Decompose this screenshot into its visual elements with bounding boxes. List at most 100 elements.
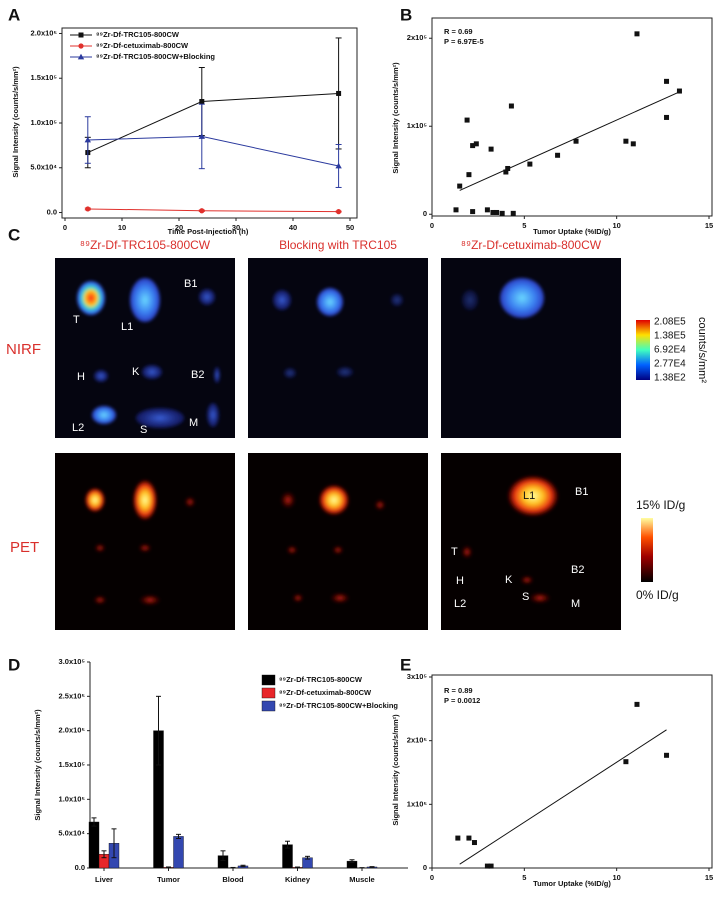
marker [470,209,476,215]
x-tick-label: 10 [118,223,126,232]
organ-label: L2 [454,598,466,610]
series-line [87,135,339,167]
y-tick-label: 2.0x10⁵ [31,28,58,37]
marker [494,209,500,215]
organ-label: K [505,574,513,586]
x-tick-label: Blood [222,875,244,884]
marker [471,840,477,846]
organ-label: T [451,546,458,558]
x-tick-label: 5 [522,221,526,230]
column-title: ⁸⁹Zr-Df-TRC105-800CW [80,238,211,252]
colorbar-label: 0% ID/g [636,588,679,602]
marker [488,863,494,869]
x-tick-label: 0 [63,223,67,232]
organ-label: B2 [191,369,204,381]
organ-label: M [189,417,198,429]
x-tick-label: 0 [430,221,434,230]
x-tick-label: Tumor [157,875,180,884]
marker [85,206,91,212]
marker [676,88,682,94]
legend-label: ⁸⁹Zr-Df-TRC105-800CW+Blocking [279,701,398,710]
organ-label: B1 [575,486,588,498]
y-axis-label: Signal Intensity (counts/s/mm²) [11,66,20,178]
x-tick-label: 10 [612,873,620,882]
row-label: PET [10,539,39,556]
marker [499,210,505,216]
y-tick-label: 3.0x10⁵ [59,657,86,666]
marker [336,209,342,215]
legend-swatch [261,674,276,686]
panel-label: D [8,655,20,674]
x-tick-label: 20 [175,223,183,232]
marker [508,103,514,109]
x-tick-label: 10 [612,221,620,230]
y-tick-label: 1x10⁵ [407,799,428,808]
marker [634,701,640,707]
marker [488,146,494,152]
organ-label: M [571,598,580,610]
organ-label: B1 [184,278,197,290]
marker [78,43,84,49]
legend-swatch [261,687,276,699]
panel-label: A [8,5,20,24]
marker [453,207,459,213]
y-tick-label: 1.5x10⁵ [59,760,86,769]
pet-blobs [85,476,558,605]
marker [664,752,670,758]
y-tick-label: 1.0x10⁵ [31,118,58,127]
marker [198,133,205,139]
legend-label: ⁸⁹Zr-Df-TRC105-800CW+Blocking [96,52,215,61]
y-tick-label: 1.0x10⁵ [59,794,86,803]
marker [623,138,629,144]
organ-label: L1 [523,490,535,502]
annotation: P = 6.97E-5 [444,37,484,46]
colorbar-label: 15% ID/g [636,498,685,512]
y-tick-label: 0.0 [47,208,57,217]
y-tick-label: 2.0x10⁵ [59,726,86,735]
x-tick-label: Kidney [285,875,311,884]
panel-label: C [8,225,20,244]
marker [199,99,205,105]
marker [77,53,85,60]
marker [510,210,516,216]
y-tick-label: 2x10⁵ [407,33,428,42]
marker [664,78,670,84]
marker [466,835,472,841]
colorbar-label: 2.08E5 [654,317,686,328]
annotation: R = 0.69 [444,27,473,36]
x-tick-label: 15 [705,873,713,882]
marker [634,31,640,37]
marker [457,183,463,189]
marker [555,152,561,158]
x-axis-label: Time Post-Injection (h) [168,227,249,236]
x-tick-label: Liver [95,875,113,884]
legend-label: ⁸⁹Zr-Df-cetuximab-800CW [96,41,189,50]
regression-line [459,729,667,865]
marker [630,141,636,147]
bar [88,821,100,869]
organ-label: B2 [571,564,584,576]
image-panel: C ⁸⁹Zr-Df-TRC105-800CW Blocking with TRC… [6,225,708,630]
marker [455,835,461,841]
row-label: NIRF [6,341,41,358]
x-axis-label: Tumor Uptake (%ID/g) [533,227,611,236]
x-tick-label: 15 [705,221,713,230]
marker [503,169,509,175]
x-axis-label: Tumor Uptake (%ID/g) [533,879,611,888]
marker [505,165,511,171]
organ-label: H [456,575,464,587]
series-line [87,92,339,153]
column-title: Blocking with TRC105 [279,238,397,252]
colorbar-label: 2.77E4 [654,359,686,370]
colorbar-label: 1.38E2 [654,373,686,384]
y-axis-label: Signal Intensity (counts/s/mm²) [391,62,400,174]
marker [484,207,490,213]
organ-label: T [73,314,80,326]
x-tick-label: 30 [232,223,240,232]
colorbar-unit: counts/s/mm² [696,317,708,383]
pet-image [248,453,428,630]
y-tick-label: 0 [423,863,427,872]
plot-frame [431,674,713,869]
y-tick-label: 2.5x10⁵ [59,691,86,700]
